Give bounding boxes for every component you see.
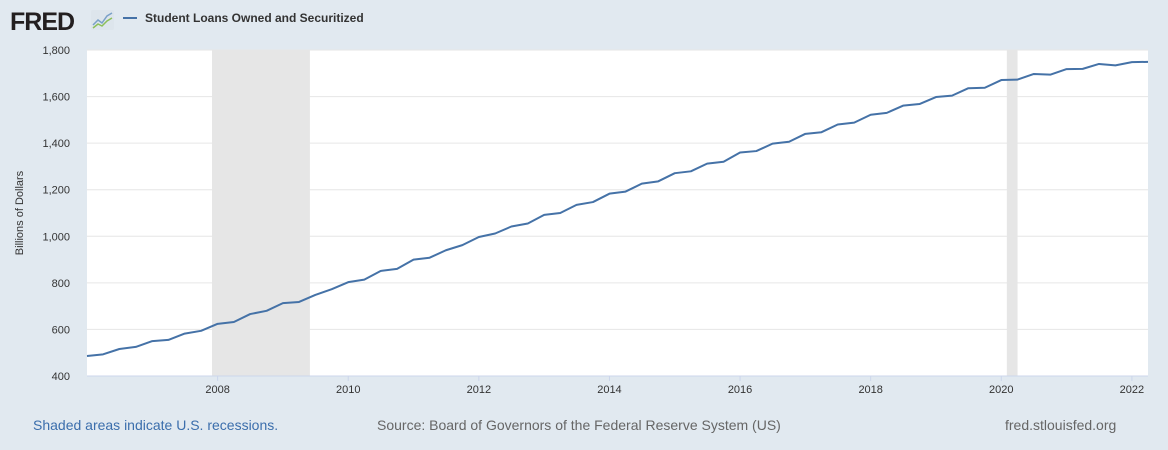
series-line (86, 60, 1149, 357)
y-tick-label: 1,000 (42, 231, 70, 243)
y-tick-label: 1,600 (42, 92, 70, 104)
x-tick-label: 2022 (1120, 384, 1144, 396)
legend-swatch (123, 17, 137, 19)
x-tick-label: 2014 (597, 384, 621, 396)
site-link[interactable]: fred.stlouisfed.org (1005, 417, 1117, 433)
y-axis-label: Billions of Dollars (14, 170, 26, 255)
fred-chart-icon (91, 10, 114, 30)
recession-band (212, 50, 310, 376)
recession-band (1006, 50, 1018, 376)
x-tick-label: 2018 (858, 384, 882, 396)
y-tick-label: 400 (52, 371, 70, 383)
y-tick-label: 800 (52, 278, 70, 290)
line-chart: 400 600 800 1,000 1,200 1,400 1,600 1,800 2008 2… (14, 45, 1149, 396)
x-tick-label: 2010 (336, 384, 360, 396)
x-tick-label: 2016 (728, 384, 752, 396)
x-tick-label: 2008 (205, 384, 229, 396)
y-tick-label: 1,200 (42, 185, 70, 197)
y-tick-label: 1,400 (42, 138, 70, 150)
recession-note[interactable]: Shaded areas indicate U.S. recessions. (33, 417, 279, 433)
y-tick-label: 1,800 (42, 45, 70, 57)
source-text: Source: Board of Governors of the Federa… (377, 417, 781, 433)
legend-label: Student Loans Owned and Securitized (145, 11, 364, 25)
legend: Student Loans Owned and Securitized (123, 11, 364, 25)
y-tick-label: 600 (52, 324, 70, 336)
x-tick-label: 2012 (467, 384, 491, 396)
fred-logo[interactable]: FRED (10, 8, 75, 36)
x-tick-label: 2020 (989, 384, 1013, 396)
